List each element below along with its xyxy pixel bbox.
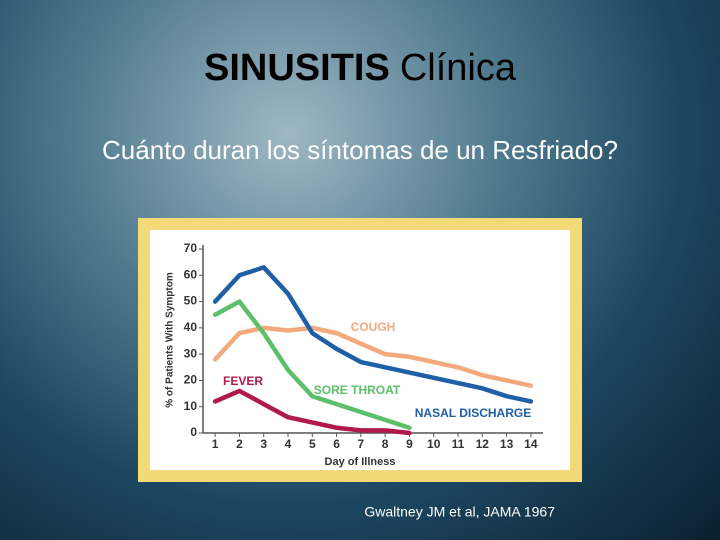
x-tick-label: 3 [260,437,267,451]
x-axis-label: Day of Illness [325,456,396,468]
y-tick-label: 50 [184,294,198,308]
x-tick-label: 1 [212,437,219,451]
y-tick-label: 60 [184,267,198,281]
x-tick-label: 14 [524,437,538,451]
x-tick-label: 11 [452,437,465,451]
y-tick-label: 10 [184,399,198,413]
series-line [212,325,534,388]
title-rest: Clínica [400,47,517,89]
x-tick-label: 4 [285,437,292,451]
x-tick-label: 10 [427,437,441,451]
series-line [212,299,412,430]
title-bold: SINUSITIS [204,47,390,89]
slide-title: SINUSITIS Clínica [204,47,517,89]
y-tick-label: 0 [190,425,197,439]
series-line [212,265,534,404]
series-label: NASAL DISCHARGE [415,406,531,420]
x-tick-label: 12 [476,437,490,451]
y-tick-label: 30 [184,346,198,360]
x-tick-label: 13 [500,437,514,451]
x-tick-label: 7 [358,437,365,451]
x-tick-label: 9 [406,437,413,451]
x-tick-label: 2 [236,437,243,451]
subtitle: Cuánto duran los síntomas de un Resfriad… [102,135,618,165]
y-tick-label: 20 [184,373,198,387]
x-tick-label: 5 [309,437,316,451]
x-tick-label: 8 [382,437,389,451]
x-tick-label: 6 [333,437,340,451]
series-label: FEVER [223,374,263,388]
series-label: COUGH [351,320,396,334]
y-tick-label: 70 [184,241,198,255]
y-axis-label: % of Patients With Symptom [165,272,176,408]
series-line [212,388,412,436]
citation: Gwaltney JM et al, JAMA 1967 [364,504,555,520]
series-label: SORE THROAT [314,383,401,397]
y-tick-label: 40 [184,320,198,334]
